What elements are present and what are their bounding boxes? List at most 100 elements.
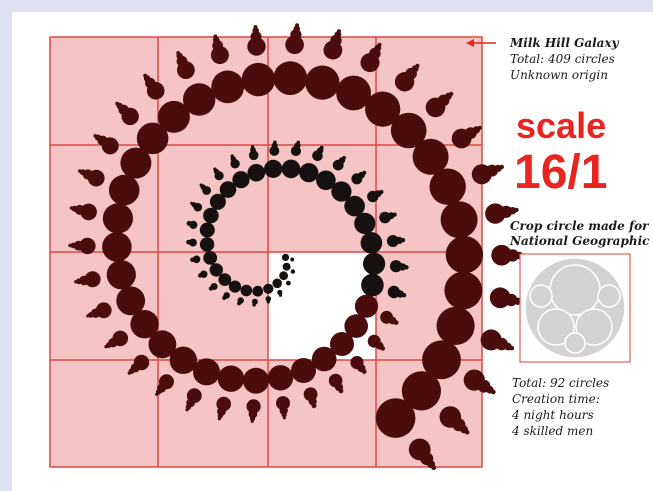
- scale-label: scale: [516, 105, 606, 146]
- pointer-arrow: [466, 39, 496, 47]
- spiral-circle: [354, 212, 376, 234]
- detail-line: Creation time:: [512, 392, 600, 406]
- spiral-circle: [279, 271, 288, 281]
- spiral-circle: [120, 147, 152, 179]
- spiral-circle: [247, 37, 266, 56]
- spiral-circle: [69, 206, 74, 210]
- spiral-circle: [330, 332, 354, 356]
- spiral-circle: [386, 235, 399, 247]
- spiral-circle: [272, 278, 283, 289]
- spiral-circle: [485, 203, 506, 224]
- spiral-circle: [79, 275, 89, 286]
- spiral-circle: [499, 164, 504, 170]
- spiral-circle: [360, 232, 383, 254]
- spiral-circle: [240, 284, 253, 297]
- spiral-circle: [264, 159, 283, 178]
- spiral-circle: [331, 181, 352, 202]
- spiral-circle: [305, 65, 340, 100]
- spiral-circle: [393, 320, 399, 325]
- spiral-circle: [336, 75, 371, 111]
- spiral-circle: [390, 112, 427, 149]
- spiral-circle: [285, 35, 304, 55]
- spiral-circle: [293, 25, 301, 33]
- spiral-circle: [464, 430, 470, 435]
- spiral-circle: [130, 310, 159, 339]
- spiral-circle: [169, 346, 197, 374]
- detail-line: 4 skilled men: [511, 424, 593, 438]
- spiral-circle: [505, 293, 518, 307]
- spiral-circle: [203, 251, 218, 265]
- spiral-circle: [186, 239, 192, 245]
- spiral-circle: [246, 399, 261, 414]
- spiral-circle: [365, 91, 401, 127]
- spiral-circle: [311, 403, 317, 409]
- spiral-circle: [319, 145, 324, 150]
- spiral-circle: [477, 125, 482, 130]
- spiral-circle: [208, 286, 213, 291]
- spiral-circle: [291, 358, 316, 383]
- spiral-circle: [157, 100, 190, 133]
- spiral-circle: [102, 203, 133, 234]
- spiral-circle: [276, 396, 290, 411]
- spiral-circle: [338, 388, 344, 394]
- spiral-circle: [415, 63, 420, 68]
- spiral-circle: [253, 25, 258, 30]
- spiral-circle: [232, 171, 250, 189]
- spiral-circle: [86, 314, 90, 318]
- spiral-circle: [491, 389, 496, 395]
- spiral-circle: [354, 294, 379, 318]
- spiral-circle: [266, 300, 270, 304]
- spiral-circle: [506, 249, 519, 262]
- spiral-circle: [444, 271, 483, 310]
- spiral-circle: [440, 201, 478, 239]
- spiral-circle: [436, 306, 475, 345]
- spiral-circle: [273, 61, 308, 95]
- spiral-circle: [404, 265, 409, 270]
- spiral-circle: [80, 203, 97, 221]
- spiral-circle: [250, 147, 256, 154]
- spiral-circle: [183, 83, 216, 116]
- spiral-circle: [209, 263, 223, 277]
- spiral-circle: [514, 207, 519, 213]
- spiral-circle: [250, 420, 254, 423]
- spiral-circle: [299, 163, 319, 183]
- spiral-circle: [213, 34, 218, 39]
- spiral-circle: [250, 145, 255, 149]
- spiral-circle: [342, 155, 346, 160]
- spiral-circle: [188, 238, 197, 247]
- spiral-circle: [398, 263, 407, 271]
- spiral-circle: [282, 262, 291, 271]
- spiral-circle: [361, 369, 367, 374]
- spiral-circle: [218, 273, 232, 286]
- spiral-circle: [489, 287, 511, 309]
- spiral-circle: [190, 257, 195, 263]
- spiral-circle: [252, 27, 259, 34]
- thumbnail-circle: [524, 257, 626, 359]
- spiral-circle: [282, 416, 286, 420]
- spiral-circle: [213, 167, 217, 171]
- spiral-circle: [290, 257, 295, 262]
- spiral-circle: [269, 145, 280, 156]
- spiral-circle: [295, 23, 300, 28]
- spiral-circle: [379, 189, 384, 194]
- caption-line: National Geographic: [509, 234, 650, 248]
- detail-line: Total: 92 circles: [512, 376, 609, 390]
- spiral-circle: [186, 220, 192, 226]
- spiral-circle: [290, 29, 302, 41]
- spiral-circle: [344, 195, 365, 217]
- spiral-circle: [500, 205, 513, 218]
- spiral-circle: [265, 296, 272, 302]
- spiral-circle: [422, 340, 461, 380]
- spiral-circle: [412, 138, 449, 175]
- spiral-circle: [237, 301, 241, 306]
- spiral-circle: [228, 280, 242, 293]
- spiral-circle: [148, 330, 177, 359]
- spiral-circle: [217, 417, 221, 421]
- spiral-circle: [210, 46, 229, 65]
- spiral-circle: [401, 238, 406, 243]
- spiral-circle: [337, 29, 341, 34]
- spiral-circle: [136, 122, 169, 155]
- spiral-circle: [509, 345, 515, 351]
